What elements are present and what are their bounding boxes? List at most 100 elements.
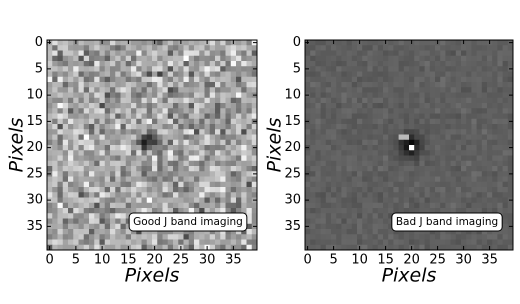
image-pixel <box>68 72 74 78</box>
image-pixel <box>430 45 436 51</box>
image-pixel <box>115 40 121 46</box>
image-pixel <box>388 140 394 146</box>
image-pixel <box>404 87 410 93</box>
image-pixel <box>321 150 327 156</box>
image-pixel <box>189 129 195 135</box>
image-pixel <box>231 98 237 104</box>
image-pixel <box>226 82 232 88</box>
image-pixel <box>331 187 337 193</box>
image-pixel <box>435 72 441 78</box>
image-pixel <box>231 87 237 93</box>
image-pixel <box>110 166 116 172</box>
image-pixel <box>73 145 79 151</box>
image-pixel <box>388 166 394 172</box>
image-pixel <box>503 124 509 130</box>
image-pixel <box>326 171 332 177</box>
image-pixel <box>63 229 69 235</box>
image-pixel <box>492 192 498 198</box>
image-pixel <box>194 177 200 183</box>
image-pixel <box>73 161 79 167</box>
image-pixel <box>184 187 190 193</box>
image-pixel <box>110 240 116 246</box>
image-pixel <box>115 66 121 72</box>
image-pixel <box>199 87 205 93</box>
image-pixel <box>68 93 74 99</box>
image-pixel <box>247 108 253 114</box>
image-pixel <box>194 114 200 120</box>
image-pixel <box>189 161 195 167</box>
image-pixel <box>305 177 311 183</box>
image-pixel <box>357 182 363 188</box>
image-pixel <box>84 40 90 46</box>
image-pixel <box>210 129 216 135</box>
image-pixel <box>110 150 116 156</box>
image-pixel <box>47 156 53 162</box>
image-pixel <box>178 145 184 151</box>
image-pixel <box>199 140 205 146</box>
image-pixel <box>393 203 399 209</box>
image-pixel <box>210 66 216 72</box>
image-pixel <box>435 82 441 88</box>
image-pixel <box>126 166 132 172</box>
image-pixel <box>73 182 79 188</box>
image-pixel <box>373 166 379 172</box>
image-pixel <box>466 108 472 114</box>
image-pixel <box>492 124 498 130</box>
image-pixel <box>105 82 111 88</box>
y-tick-label: 25 <box>26 166 43 181</box>
image-pixel <box>315 161 321 167</box>
image-pixel <box>68 56 74 62</box>
image-pixel <box>310 219 316 225</box>
image-pixel <box>136 61 142 67</box>
image-pixel <box>445 77 451 83</box>
image-pixel <box>105 129 111 135</box>
image-pixel <box>373 56 379 62</box>
image-pixel <box>373 182 379 188</box>
image-pixel <box>79 108 85 114</box>
image-pixel <box>435 77 441 83</box>
image-pixel <box>100 203 106 209</box>
image-pixel <box>136 45 142 51</box>
image-pixel <box>194 234 200 240</box>
image-pixel <box>142 171 148 177</box>
image-pixel <box>451 192 457 198</box>
image-pixel <box>430 93 436 99</box>
image-pixel <box>503 234 509 240</box>
image-pixel <box>341 240 347 246</box>
image-pixel <box>63 40 69 46</box>
image-pixel <box>241 56 247 62</box>
image-pixel <box>73 177 79 183</box>
image-pixel <box>456 192 462 198</box>
image-pixel <box>94 56 100 62</box>
image-pixel <box>315 135 321 141</box>
image-pixel <box>440 161 446 167</box>
image-pixel <box>430 140 436 146</box>
image-pixel <box>210 166 216 172</box>
image-pixel <box>331 208 337 214</box>
image-pixel <box>110 156 116 162</box>
image-pixel <box>487 166 493 172</box>
image-pixel <box>352 87 358 93</box>
image-pixel <box>52 171 58 177</box>
image-pixel <box>419 56 425 62</box>
image-pixel <box>226 51 232 57</box>
image-pixel <box>357 166 363 172</box>
image-pixel <box>352 177 358 183</box>
image-pixel <box>456 171 462 177</box>
image-pixel <box>189 166 195 172</box>
image-pixel <box>341 171 347 177</box>
image-pixel <box>404 187 410 193</box>
image-pixel <box>210 135 216 141</box>
image-pixel <box>378 150 384 156</box>
image-pixel <box>52 156 58 162</box>
image-pixel <box>373 124 379 130</box>
image-pixel <box>84 229 90 235</box>
image-pixel <box>173 87 179 93</box>
image-pixel <box>136 234 142 240</box>
image-pixel <box>189 87 195 93</box>
image-pixel <box>404 156 410 162</box>
image-pixel <box>482 156 488 162</box>
image-pixel <box>466 203 472 209</box>
image-pixel <box>84 234 90 240</box>
image-pixel <box>347 108 353 114</box>
